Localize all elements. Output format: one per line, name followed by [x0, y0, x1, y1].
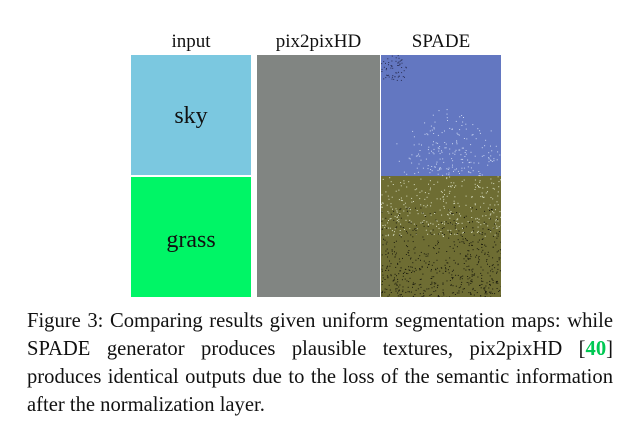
spade-output: [381, 55, 501, 297]
spade-grass-region: [381, 176, 501, 297]
caption-text-start: Figure 3: Comparing results given unifor…: [27, 310, 613, 360]
column-label-spade: SPADE: [411, 31, 471, 52]
input-segmentation-map: sky grass: [131, 55, 251, 297]
column-label-input: input: [171, 31, 211, 52]
caption-text-end: ] produces identical outputs due to the …: [27, 338, 613, 416]
figure-3: input pix2pixHD SPADE sky grass: [131, 31, 501, 297]
sky-label: sky: [174, 103, 208, 129]
figure-caption: Figure 3: Comparing results given unifor…: [27, 307, 613, 419]
spade-texture: [381, 55, 501, 297]
column-label-pix2pixhd: pix2pixHD: [275, 31, 362, 52]
sky-region: sky: [131, 55, 251, 175]
grass-region: grass: [131, 177, 251, 297]
spade-sky-region: [381, 55, 501, 176]
pix2pixhd-output: [257, 55, 380, 297]
grass-texture-dots: [381, 176, 501, 297]
sky-texture-dots: [381, 55, 501, 177]
citation-link[interactable]: 40: [585, 338, 607, 360]
grass-label: grass: [166, 227, 216, 253]
